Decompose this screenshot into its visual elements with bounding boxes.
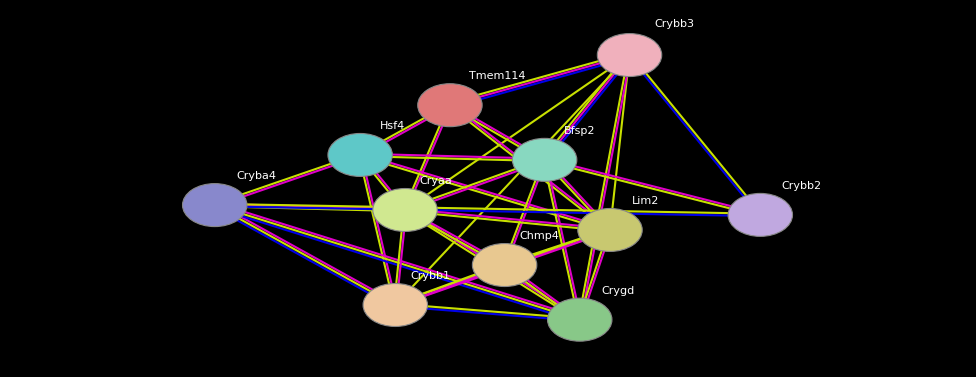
Ellipse shape [418, 84, 482, 127]
Text: Crygd: Crygd [601, 286, 634, 296]
Ellipse shape [363, 284, 427, 326]
Ellipse shape [183, 184, 247, 227]
Ellipse shape [597, 34, 662, 77]
Text: Crybb3: Crybb3 [654, 18, 694, 29]
Ellipse shape [328, 133, 392, 176]
Text: Bfsp2: Bfsp2 [564, 126, 595, 136]
Text: Crybb1: Crybb1 [410, 271, 450, 281]
Ellipse shape [548, 298, 612, 341]
Ellipse shape [728, 193, 793, 236]
Text: Cryaa: Cryaa [420, 176, 453, 186]
Ellipse shape [472, 244, 537, 287]
Text: Tmem114: Tmem114 [469, 70, 526, 81]
Ellipse shape [512, 138, 577, 181]
Text: Hsf4: Hsf4 [380, 121, 405, 131]
Text: Cryba4: Cryba4 [236, 171, 276, 181]
Text: Chmp4: Chmp4 [519, 231, 559, 241]
Ellipse shape [578, 208, 642, 251]
Text: Lim2: Lim2 [631, 196, 659, 206]
Text: Crybb2: Crybb2 [782, 181, 822, 191]
Ellipse shape [373, 188, 437, 231]
